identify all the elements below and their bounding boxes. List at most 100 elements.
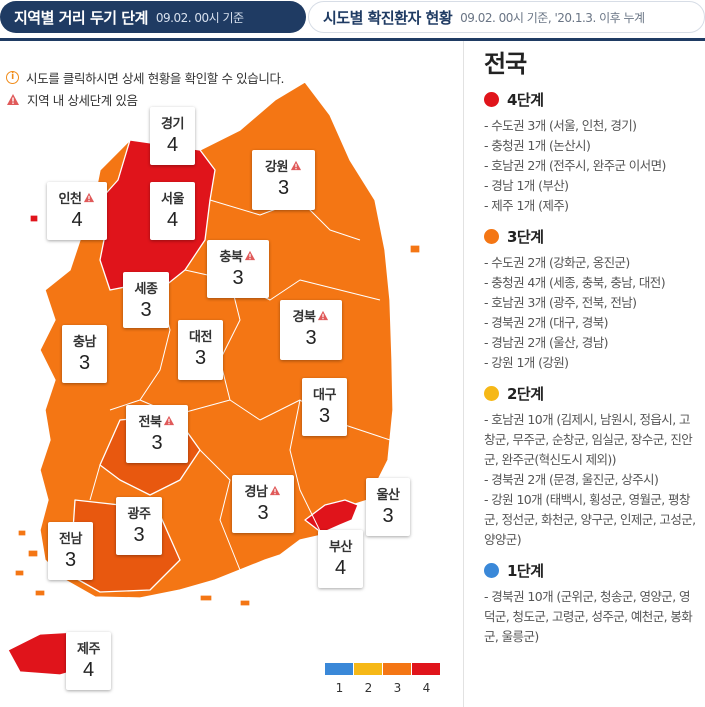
region-level: 4 bbox=[334, 557, 347, 579]
list-item: - 경남 1개 (부산) bbox=[484, 178, 569, 193]
legend-label: 1 bbox=[335, 681, 344, 695]
region-daegu[interactable]: 대구 3 bbox=[302, 378, 347, 436]
level-title: 3단계 bbox=[507, 228, 544, 246]
region-chungbuk[interactable]: 충북 3 bbox=[207, 240, 269, 298]
list-item: - 강원 1개 (강원) bbox=[484, 355, 569, 370]
region-jeju[interactable]: 제주 4 bbox=[66, 632, 111, 690]
region-gwangju[interactable]: 광주 3 bbox=[116, 497, 162, 555]
region-level: 4 bbox=[82, 659, 95, 681]
tab-distance-level[interactable]: 지역별 거리 두기 단계 09.02. 00시 기준 bbox=[0, 1, 306, 33]
region-incheon[interactable]: 인천 4 bbox=[47, 182, 107, 240]
level-2-section: 2단계 - 호남권 10개 (김제시, 남원시, 정읍시, 고창군, 무주군, … bbox=[484, 383, 700, 550]
tab-distance-level-title: 지역별 거리 두기 단계 bbox=[14, 8, 148, 27]
list-item: - 경남권 2개 (울산, 경남) bbox=[484, 335, 608, 350]
region-name: 대구 bbox=[313, 388, 336, 403]
region-jeonbuk[interactable]: 전북 3 bbox=[126, 405, 188, 463]
list-item: - 충청권 1개 (논산시) bbox=[484, 138, 591, 153]
legend-label: 4 bbox=[422, 681, 431, 695]
tab-distance-level-subtitle: 09.02. 00시 기준 bbox=[155, 10, 244, 25]
region-level: 3 bbox=[232, 267, 244, 289]
level-legend: 1 2 3 4 bbox=[325, 663, 441, 695]
region-name: 경남 bbox=[244, 485, 268, 500]
region-gangwon[interactable]: 강원 3 bbox=[252, 150, 315, 210]
list-item: - 수도권 3개 (서울, 인천, 경기) bbox=[484, 118, 637, 133]
region-name: 충북 bbox=[219, 250, 243, 265]
legend-swatch-2 bbox=[354, 663, 382, 675]
warning-icon bbox=[84, 192, 95, 203]
region-sejong[interactable]: 세종 3 bbox=[123, 272, 169, 328]
region-name: 충남 bbox=[73, 335, 96, 350]
level-1-dot-icon bbox=[484, 563, 499, 578]
region-name: 인천 bbox=[58, 192, 82, 207]
panel-title: 전국 bbox=[484, 50, 527, 78]
region-gyeongbuk[interactable]: 경북 3 bbox=[280, 300, 342, 360]
warning-icon bbox=[318, 310, 329, 321]
level-4-dot-icon bbox=[484, 92, 499, 107]
region-name: 세종 bbox=[134, 282, 158, 297]
region-name: 경기 bbox=[161, 117, 184, 132]
legend-label: 3 bbox=[393, 681, 402, 695]
tab-confirmed-cases-subtitle: 09.02. 00시 기준, '20.1.3. 이후 누계 bbox=[460, 10, 645, 25]
header-underline bbox=[0, 38, 705, 41]
level-1-section: 1단계 - 경북권 10개 (군위군, 청송군, 영양군, 영덕군, 청도군, … bbox=[484, 560, 700, 647]
region-name: 제주 bbox=[77, 642, 100, 657]
region-name: 전북 bbox=[138, 415, 162, 430]
list-item: - 호남권 10개 (김제시, 남원시, 정읍시, 고창군, 무주군, 순창군,… bbox=[484, 412, 693, 467]
region-gyeonggi[interactable]: 경기 4 bbox=[150, 107, 195, 165]
legend-swatch-3 bbox=[383, 663, 411, 675]
region-name: 대전 bbox=[189, 330, 212, 345]
level-title: 4단계 bbox=[507, 91, 544, 109]
region-seoul[interactable]: 서울 4 bbox=[150, 182, 195, 240]
legend-swatch-1 bbox=[325, 663, 353, 675]
legend-swatch-4 bbox=[412, 663, 440, 675]
region-chungnam[interactable]: 충남 3 bbox=[62, 325, 107, 383]
warning-icon bbox=[164, 415, 175, 426]
region-name: 서울 bbox=[161, 192, 184, 207]
list-item: - 수도권 2개 (강화군, 옹진군) bbox=[484, 255, 630, 270]
region-name: 전남 bbox=[59, 532, 82, 547]
region-busan[interactable]: 부산 4 bbox=[318, 530, 363, 588]
list-item: - 강원 10개 (태백시, 횡성군, 영월군, 평창군, 정선군, 화천군, … bbox=[484, 492, 696, 547]
click-hint-row: i 시도를 클릭하시면 상세 현황을 확인할 수 있습니다. bbox=[6, 66, 285, 88]
tab-confirmed-cases-title: 시도별 확진환자 현황 bbox=[323, 8, 453, 27]
click-hint-text: 시도를 클릭하시면 상세 현황을 확인할 수 있습니다. bbox=[26, 70, 285, 86]
map-notes: i 시도를 클릭하시면 상세 현황을 확인할 수 있습니다. 지역 내 상세단계… bbox=[6, 66, 285, 110]
region-level: 3 bbox=[382, 505, 394, 527]
list-item: - 제주 1개 (제주) bbox=[484, 198, 569, 213]
region-level: 3 bbox=[78, 352, 91, 374]
detail-hint-row: 지역 내 상세단계 있음 bbox=[6, 88, 284, 110]
warning-icon bbox=[245, 250, 256, 261]
warning-icon bbox=[290, 160, 302, 171]
info-icon: i bbox=[6, 70, 19, 84]
level-3-section: 3단계 - 수도권 2개 (강화군, 옹진군) - 충청권 4개 (세종, 충북… bbox=[484, 226, 700, 373]
region-ulsan[interactable]: 울산 3 bbox=[366, 478, 410, 536]
region-level: 4 bbox=[166, 134, 179, 156]
level-2-dot-icon bbox=[484, 386, 499, 401]
list-item: - 경북권 10개 (군위군, 청송군, 영양군, 영덕군, 청도군, 고령군,… bbox=[484, 589, 693, 644]
region-daejeon[interactable]: 대전 3 bbox=[178, 320, 223, 380]
warning-icon bbox=[7, 93, 19, 105]
region-name: 부산 bbox=[329, 540, 352, 555]
region-level: 3 bbox=[133, 524, 145, 546]
list-item: - 충청권 4개 (세종, 충북, 충남, 대전) bbox=[484, 275, 666, 290]
region-level: 3 bbox=[194, 347, 207, 369]
tab-bar: 지역별 거리 두기 단계 09.02. 00시 기준 시도별 확진환자 현황 0… bbox=[0, 0, 705, 38]
region-level: 4 bbox=[166, 209, 179, 231]
list-item: - 경북권 2개 (대구, 경북) bbox=[484, 315, 608, 330]
legend-label: 2 bbox=[364, 681, 373, 695]
region-level: 3 bbox=[64, 549, 77, 571]
tab-confirmed-cases[interactable]: 시도별 확진환자 현황 09.02. 00시 기준, '20.1.3. 이후 누… bbox=[308, 1, 705, 33]
region-level: 3 bbox=[151, 432, 163, 454]
region-gyeongnam[interactable]: 경남 3 bbox=[232, 475, 294, 533]
warning-icon bbox=[270, 485, 281, 496]
region-jeonnam[interactable]: 전남 3 bbox=[48, 522, 93, 580]
region-level: 3 bbox=[257, 502, 269, 524]
region-level: 3 bbox=[277, 177, 290, 199]
region-level: 3 bbox=[305, 327, 317, 349]
region-level: 3 bbox=[140, 299, 152, 321]
level-3-dot-icon bbox=[484, 229, 499, 244]
level-4-section: 4단계 - 수도권 3개 (서울, 인천, 경기) - 충청권 1개 (논산시)… bbox=[484, 89, 700, 216]
list-item: - 경북권 2개 (문경, 울진군, 상주시) bbox=[484, 472, 659, 487]
list-item: - 호남권 2개 (전주시, 완주군 이서면) bbox=[484, 158, 666, 173]
korea-map bbox=[7, 81, 421, 676]
